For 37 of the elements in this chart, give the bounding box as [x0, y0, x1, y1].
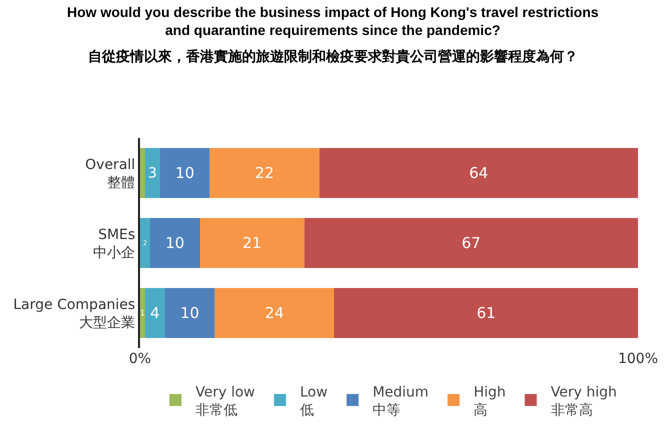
bar	[164, 288, 215, 338]
data-label: 21	[242, 234, 262, 252]
x-tick-label: 100%	[618, 351, 658, 367]
data-label: 10	[180, 304, 200, 322]
bar	[140, 288, 145, 338]
data-label: 67	[462, 234, 481, 252]
chart-title: How would you describe the business impact of Hong Kong's travel restrictions and quarantine requirements since the pandemic?	[67, 4, 599, 38]
data-label: 3	[148, 166, 157, 182]
y-tick-label: SMEs 中小企	[93, 226, 136, 261]
bar	[160, 148, 210, 198]
data-label: 22	[254, 164, 274, 182]
bar	[150, 218, 200, 268]
data-label: 10	[175, 164, 194, 182]
bar	[140, 148, 145, 198]
bar	[334, 288, 638, 338]
data-label: 61	[476, 304, 496, 322]
data-label: 24	[264, 304, 284, 322]
bar	[319, 148, 638, 198]
x-tick-label: 0%	[128, 351, 152, 367]
data-label: 64	[469, 164, 488, 182]
bar	[210, 148, 320, 198]
bar	[200, 218, 304, 268]
bar	[304, 218, 638, 268]
bar	[144, 288, 165, 338]
data-label: 4	[150, 304, 160, 322]
legend-label: High 高	[474, 384, 506, 419]
y-tick-label: Overall 整體	[85, 156, 136, 191]
chart-subtitle: 自從疫情以來，香港實施的旅遊限制和檢疫要求對貴公司營運的影響程度為何？	[88, 48, 578, 65]
bar	[140, 218, 150, 268]
legend-label: Medium 中等	[372, 384, 429, 419]
y-tick-label: Large Companies 大型企業	[13, 296, 136, 331]
legend-label: Low 低	[300, 384, 328, 419]
bar	[214, 288, 334, 338]
bar	[144, 148, 160, 198]
legend-label: Very high 非常高	[550, 384, 617, 419]
legend-label: Very low 非常低	[196, 384, 255, 419]
data-label: 10	[165, 234, 184, 252]
